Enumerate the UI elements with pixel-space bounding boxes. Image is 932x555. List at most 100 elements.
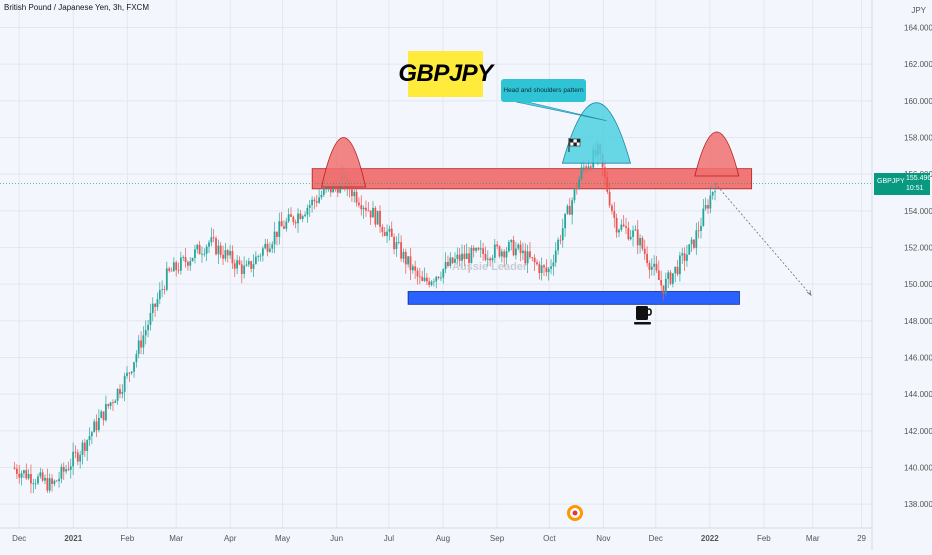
candle-body xyxy=(540,265,543,274)
candle-body xyxy=(503,251,506,258)
candle-body xyxy=(449,257,452,266)
candle-body xyxy=(170,270,173,272)
price-tag-symbol: GBPJPY xyxy=(877,178,905,185)
candle-body xyxy=(215,238,217,255)
candle-body xyxy=(491,257,494,261)
candle-body xyxy=(573,188,576,201)
candle-body xyxy=(444,262,447,270)
zones xyxy=(311,168,753,305)
candle-body xyxy=(172,262,175,272)
y-tick-label: 140.000 xyxy=(904,464,932,473)
candle-body xyxy=(219,245,222,255)
y-tick-label: 144.000 xyxy=(904,390,932,399)
x-tick-label: Oct xyxy=(543,534,556,543)
candle-body xyxy=(224,250,227,259)
y-tick-label: 138.000 xyxy=(904,500,932,509)
candle-body xyxy=(437,276,440,278)
candle-body xyxy=(580,167,583,179)
candle-body xyxy=(470,247,473,264)
projection xyxy=(0,183,872,297)
candle-body xyxy=(561,228,564,241)
candle-body xyxy=(468,253,470,264)
candle-body xyxy=(231,251,234,264)
x-tick-label: 2022 xyxy=(701,534,719,543)
pattern-callout-text: Head and shoulders pattern xyxy=(503,87,584,94)
candle-body xyxy=(37,476,39,484)
candle-body xyxy=(32,483,35,485)
candle-body xyxy=(606,176,609,192)
candle-body xyxy=(41,472,44,481)
candle-body xyxy=(109,402,112,406)
candle-body xyxy=(315,201,318,203)
checkered-flag-icon xyxy=(568,138,581,152)
candle-body xyxy=(430,281,433,285)
candle-body xyxy=(67,469,70,471)
resistance-zone xyxy=(311,168,753,190)
candle-body xyxy=(208,242,210,247)
candle-body xyxy=(608,191,611,206)
candle-body xyxy=(695,230,698,248)
candle-body xyxy=(379,210,381,227)
candle-body xyxy=(423,277,426,281)
candle-body xyxy=(144,330,147,336)
candle-body xyxy=(571,200,574,215)
candle-body xyxy=(627,227,630,240)
pattern-callout[interactable]: Head and shoulders pattern xyxy=(501,79,586,102)
candle-body xyxy=(112,402,114,404)
flag-square xyxy=(576,139,581,143)
candle-body xyxy=(257,256,260,257)
candle-body xyxy=(355,191,358,203)
candle-body xyxy=(618,229,620,233)
candle-body xyxy=(86,440,89,451)
candle-body xyxy=(498,246,501,257)
candle-body xyxy=(62,466,65,472)
candle-body xyxy=(674,266,677,274)
candle-body xyxy=(505,251,508,258)
candle-body xyxy=(620,224,623,230)
candle-body xyxy=(643,248,646,254)
price-axis-panel xyxy=(872,0,932,550)
candle-body xyxy=(533,257,536,263)
candle-body xyxy=(126,372,128,377)
candle-body xyxy=(531,257,534,259)
candle-body xyxy=(435,276,438,282)
candle-body xyxy=(69,466,72,470)
candle-body xyxy=(536,262,538,265)
candle-body xyxy=(386,231,388,236)
candle-body xyxy=(646,253,648,264)
coffee-cup-handle xyxy=(646,308,652,316)
candle-body xyxy=(147,324,149,331)
candle-body xyxy=(278,221,281,237)
candle-body xyxy=(554,250,557,263)
candle-body xyxy=(447,262,449,266)
candle-body xyxy=(700,225,702,231)
candle-body xyxy=(290,214,292,217)
candle-body xyxy=(198,244,201,255)
candle-body xyxy=(568,205,571,215)
candle-body xyxy=(165,268,168,290)
candle-body xyxy=(547,268,550,273)
x-tick-label: Feb xyxy=(120,534,134,543)
symbol-note[interactable]: GBPJPY xyxy=(398,51,493,97)
candle-body xyxy=(358,202,360,206)
symbol-note-text: GBPJPY xyxy=(398,60,493,87)
candle-body xyxy=(463,253,466,260)
candle-body xyxy=(182,257,185,258)
candle-body xyxy=(273,231,276,245)
candle-body xyxy=(140,340,142,348)
candle-body xyxy=(137,340,140,355)
candle-body xyxy=(158,290,161,300)
x-tick-label: Mar xyxy=(169,534,183,543)
candle-body xyxy=(678,255,681,275)
candle-body xyxy=(493,244,496,258)
candle-body xyxy=(243,265,246,274)
candle-body xyxy=(477,248,480,250)
candle-body xyxy=(465,253,468,260)
candle-body xyxy=(318,197,321,203)
candle-body xyxy=(13,467,16,469)
candle-body xyxy=(613,211,616,218)
candle-body xyxy=(229,251,231,256)
candle-body xyxy=(187,262,189,266)
